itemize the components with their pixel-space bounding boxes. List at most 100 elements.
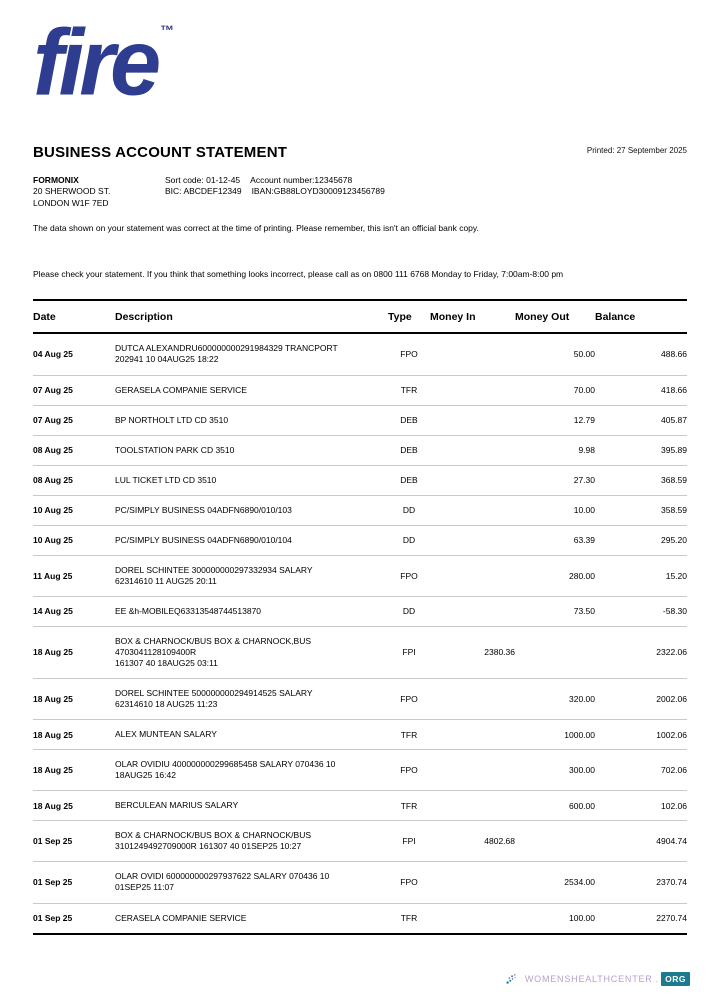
logo-row: fire ™ xyxy=(33,0,687,122)
money-in-cell xyxy=(430,555,515,597)
type-cell: FPI xyxy=(388,626,430,680)
page-title: BUSINESS ACCOUNT STATEMENT xyxy=(33,144,288,161)
description-cell: PC/SIMPLY BUSINESS 04ADFN6890/010/104 xyxy=(115,525,388,556)
footer-site-name: WOMENSHEALTHCENTER xyxy=(524,974,653,984)
balance-cell: 395.89 xyxy=(595,435,687,466)
type-cell: DEB xyxy=(388,435,430,466)
type-cell: TFR xyxy=(388,903,430,935)
money-out-cell: 2534.00 xyxy=(515,861,595,904)
iban-label: IBAN: xyxy=(251,186,274,197)
description-cell: TOOLSTATION PARK CD 3510 xyxy=(115,435,388,466)
fire-logo-text: fire xyxy=(33,10,161,116)
account-number-label: Account number: xyxy=(250,175,315,185)
money-out-cell: 320.00 xyxy=(515,678,595,721)
date-cell: 10 Aug 25 xyxy=(33,495,115,526)
money-in-cell xyxy=(430,465,515,496)
type-cell: DD xyxy=(388,495,430,526)
money-in-cell xyxy=(430,903,515,935)
footer-watermark: WOMENSHEALTHCENTER. ORG xyxy=(504,970,690,988)
statement-table: Date Description Type Money In Money Out… xyxy=(33,299,687,935)
description-cell: OLAR OVIDI 600000000297937622 SALARY 070… xyxy=(115,861,388,904)
description-cell: LUL TICKET LTD CD 3510 xyxy=(115,465,388,496)
type-cell: TFR xyxy=(388,719,430,751)
type-cell: FPO xyxy=(388,555,430,597)
sort-code-line: Sort code: 01-12-45 Account number:123456… xyxy=(165,175,385,186)
account-holder: FORMONIX 20 SHERWOOD ST. LONDON W1F 7ED xyxy=(33,175,165,209)
column-header-balance: Balance xyxy=(595,300,687,335)
money-in-cell xyxy=(430,790,515,822)
footer-separator: . xyxy=(655,974,659,984)
table-row: 04 Aug 25 DUTCA ALEXANDRU600000000291984… xyxy=(33,333,687,376)
balance-cell: 1002.06 xyxy=(595,719,687,751)
table-row: 18 Aug 25 DOREL SCHINTEE 500000000294914… xyxy=(33,678,687,721)
description-cell: ALEX MUNTEAN SALARY xyxy=(115,719,388,751)
money-in-cell xyxy=(430,405,515,436)
table-row: 01 Sep 25 BOX & CHARNOCK/BUS BOX & CHARN… xyxy=(33,820,687,863)
description-cell: GERASELA COMPANIE SERVICE xyxy=(115,375,388,406)
money-in-cell xyxy=(430,333,515,376)
table-row: 01 Sep 25 CERASELA COMPANIE SERVICE TFR … xyxy=(33,903,687,935)
sort-code-label: Sort code: xyxy=(165,175,204,185)
money-in-cell xyxy=(430,861,515,904)
money-out-cell: 9.98 xyxy=(515,435,595,466)
description-cell: BOX & CHARNOCK/BUS BOX & CHARNOCK/BUS 310… xyxy=(115,820,388,863)
type-cell: FPO xyxy=(388,749,430,792)
type-cell: DD xyxy=(388,525,430,556)
date-cell: 14 Aug 25 xyxy=(33,596,115,627)
description-cell: BP NORTHOLT LTD CD 3510 xyxy=(115,405,388,436)
balance-cell: 405.87 xyxy=(595,405,687,436)
account-info: FORMONIX 20 SHERWOOD ST. LONDON W1F 7ED … xyxy=(33,175,687,209)
type-cell: FPO xyxy=(388,861,430,904)
check-notice-text: Please check your statement. If you thin… xyxy=(33,269,564,280)
balance-cell: 2370.74 xyxy=(595,861,687,904)
description-cell: PC/SIMPLY BUSINESS 04ADFN6890/010/103 xyxy=(115,495,388,526)
balance-cell: 358.59 xyxy=(595,495,687,526)
money-out-cell: 27.30 xyxy=(515,465,595,496)
table-row: 08 Aug 25 LUL TICKET LTD CD 3510 DEB 27.… xyxy=(33,465,687,496)
date-cell: 18 Aug 25 xyxy=(33,790,115,822)
date-cell: 18 Aug 25 xyxy=(33,678,115,721)
table-row: 18 Aug 25 BERCULEAN MARIUS SALARY TFR 60… xyxy=(33,790,687,822)
account-number-value: 12345678 xyxy=(314,175,353,185)
printed-date: Printed: 27 September 2025 xyxy=(586,146,687,155)
balance-cell: -58.30 xyxy=(595,596,687,627)
balance-cell: 15.20 xyxy=(595,555,687,597)
type-cell: DD xyxy=(388,596,430,627)
balance-cell: 2270.74 xyxy=(595,903,687,935)
table-row: 18 Aug 25 BOX & CHARNOCK/BUS BOX & CHARN… xyxy=(33,626,687,680)
type-cell: DEB xyxy=(388,405,430,436)
balance-cell: 488.66 xyxy=(595,333,687,376)
date-cell: 18 Aug 25 xyxy=(33,749,115,792)
table-row: 10 Aug 25 PC/SIMPLY BUSINESS 04ADFN6890/… xyxy=(33,495,687,526)
money-out-cell xyxy=(515,820,595,863)
account-holder-address-1: 20 SHERWOOD ST. xyxy=(33,186,111,197)
money-out-cell: 12.79 xyxy=(515,405,595,436)
description-cell: OLAR OVIDIU 400000000299685458 SALARY 07… xyxy=(115,749,388,792)
date-cell: 08 Aug 25 xyxy=(33,465,115,496)
type-cell: TFR xyxy=(388,790,430,822)
money-out-cell: 70.00 xyxy=(515,375,595,406)
date-cell: 18 Aug 25 xyxy=(33,626,115,680)
bic-iban-line: BIC: ABCDEF12349 IBAN:GB88LOYD30009123456… xyxy=(165,186,385,197)
money-out-cell: 600.00 xyxy=(515,790,595,822)
table-row: 14 Aug 25 EE &h-MOBILEQ63313548744513870… xyxy=(33,596,687,627)
date-cell: 04 Aug 25 xyxy=(33,333,115,376)
bic-label: BIC: xyxy=(165,186,182,197)
date-cell: 01 Sep 25 xyxy=(33,903,115,935)
trademark-symbol: ™ xyxy=(160,22,175,39)
account-holder-address-2: LONDON W1F 7ED xyxy=(33,197,109,208)
type-cell: FPO xyxy=(388,333,430,376)
title-row: BUSINESS ACCOUNT STATEMENT Printed: 27 S… xyxy=(33,144,687,161)
column-header-description: Description xyxy=(115,300,388,335)
money-in-cell: 4802.68 xyxy=(430,820,515,863)
balance-cell: 702.06 xyxy=(595,749,687,792)
type-cell: FPO xyxy=(388,678,430,721)
money-in-cell xyxy=(430,719,515,751)
money-in-cell xyxy=(430,375,515,406)
balance-cell: 4904.74 xyxy=(595,820,687,863)
account-holder-name: FORMONIX xyxy=(33,175,79,185)
disclaimer-text: The data shown on your statement was cor… xyxy=(33,223,479,234)
money-in-cell xyxy=(430,596,515,627)
fire-logo: fire ™ xyxy=(33,16,175,110)
